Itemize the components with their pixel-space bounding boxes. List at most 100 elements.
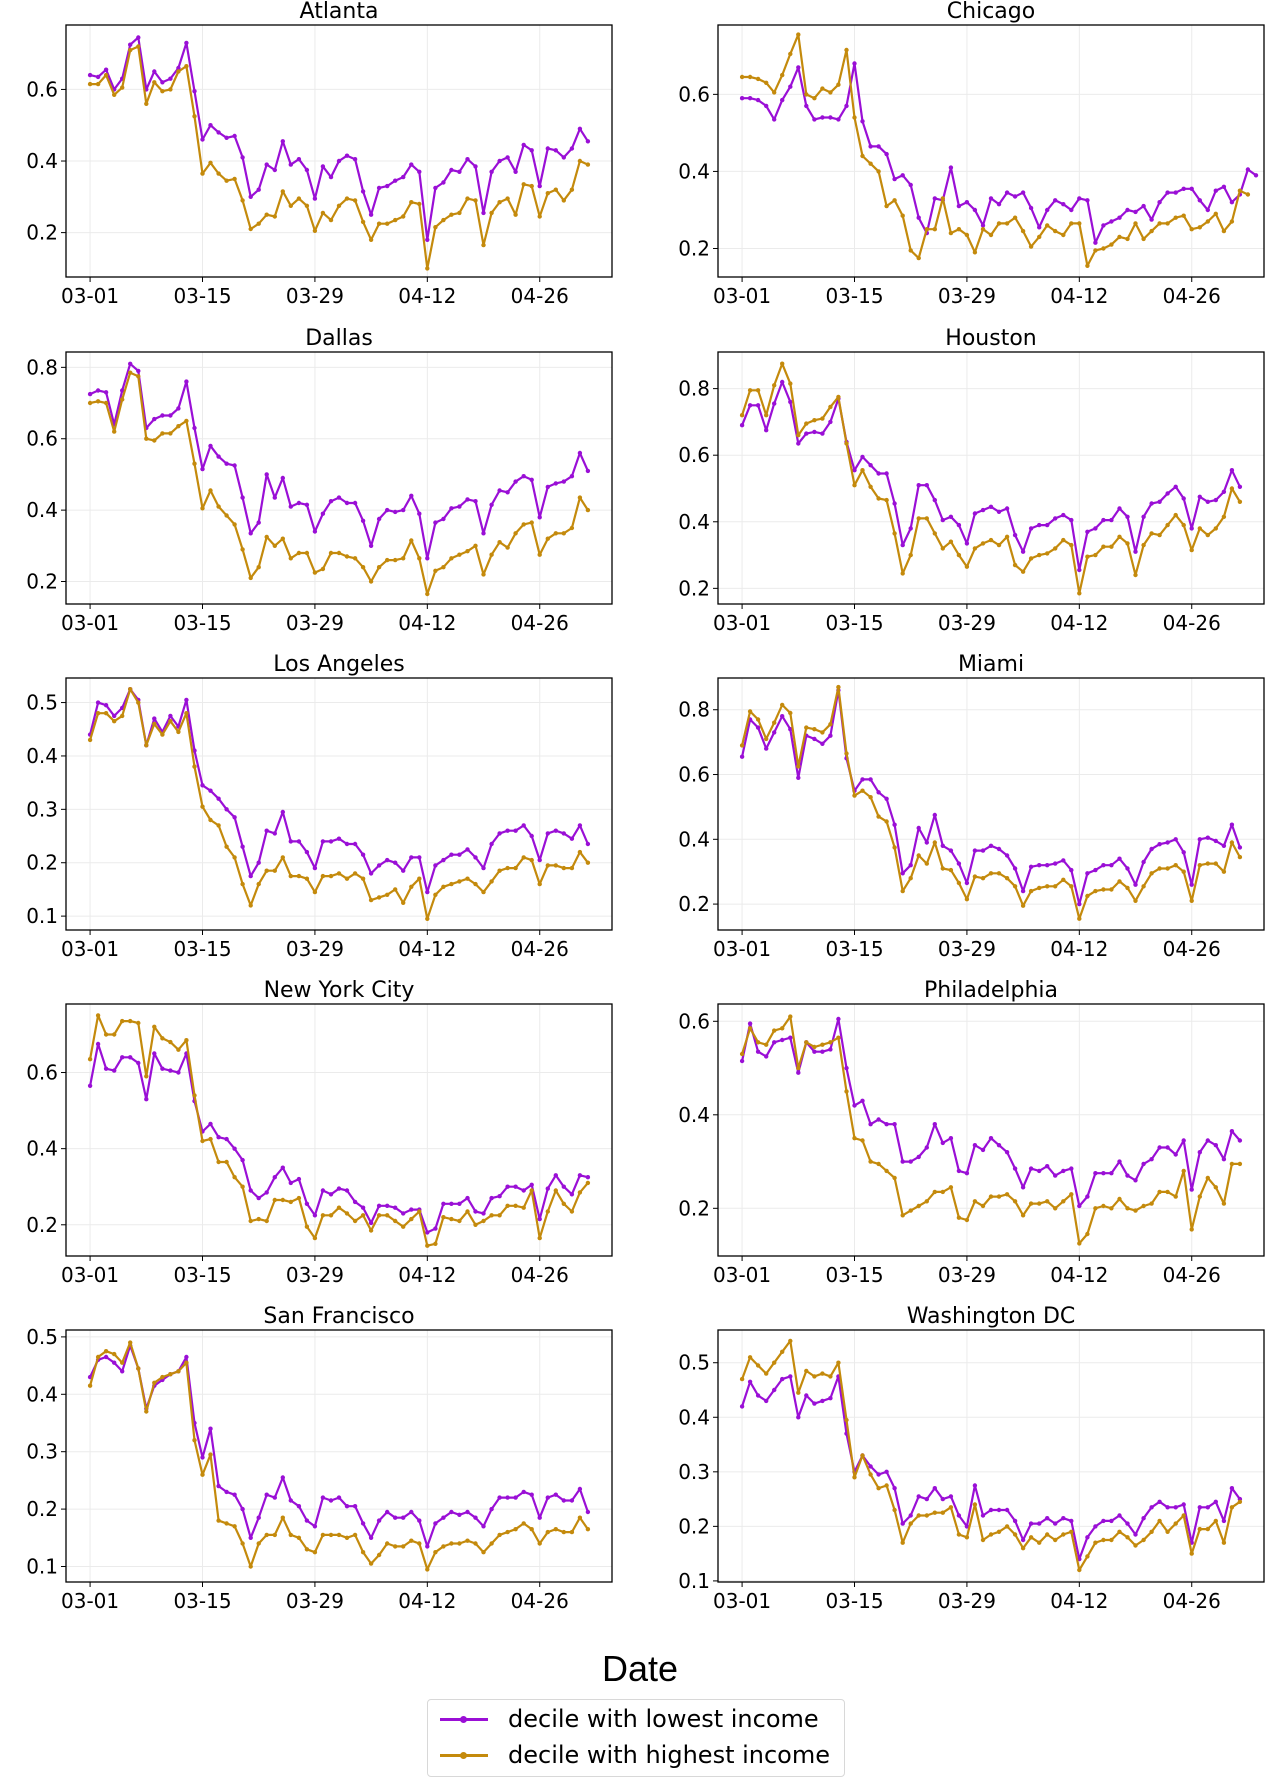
data-point-high: [1101, 1203, 1106, 1209]
data-point-low: [924, 483, 929, 488]
data-point-low: [376, 185, 382, 191]
data-point-high: [812, 1044, 817, 1050]
data-point-high: [812, 418, 817, 423]
data-point-low: [280, 475, 285, 481]
data-point-high: [828, 1040, 833, 1045]
x-tick-label: 04-12: [398, 937, 456, 961]
data-point-low: [1133, 549, 1138, 554]
data-point-high: [360, 219, 366, 225]
x-tick-label: 04-12: [1050, 1589, 1108, 1613]
data-point-high: [747, 388, 753, 393]
y-tick-label: 0.2: [678, 236, 710, 260]
data-point-low: [1053, 1521, 1058, 1526]
data-point-high: [884, 497, 889, 503]
data-point-high: [940, 546, 945, 551]
data-point-low: [1061, 202, 1066, 207]
data-point-low: [449, 1509, 454, 1515]
data-point-low: [1045, 863, 1050, 868]
y-tick-label: 0.2: [678, 1514, 710, 1538]
x-tick-label: 04-12: [1050, 937, 1108, 961]
data-point-low: [537, 1216, 542, 1222]
data-point-low: [312, 1524, 318, 1529]
data-point-high: [836, 684, 841, 690]
data-point-high: [352, 198, 358, 203]
data-point-low: [884, 471, 889, 476]
data-point-low: [136, 35, 141, 40]
data-point-low: [964, 1171, 970, 1176]
data-point-high: [796, 764, 801, 769]
data-point-high: [393, 1544, 398, 1549]
data-point-low: [812, 1401, 817, 1406]
data-point-low: [248, 194, 253, 199]
data-point-low: [796, 65, 801, 70]
data-point-high: [288, 203, 293, 208]
data-point-low: [288, 1498, 293, 1503]
data-point-low: [529, 477, 534, 482]
data-point-low: [940, 1496, 945, 1502]
data-point-low: [900, 542, 905, 548]
data-point-high: [457, 210, 462, 216]
data-point-low: [1165, 1505, 1170, 1510]
data-point-low: [360, 852, 366, 857]
data-point-low: [352, 157, 358, 162]
data-point-low: [1181, 1502, 1186, 1507]
data-point-high: [537, 1235, 542, 1241]
data-point-high: [1077, 1567, 1082, 1573]
data-point-high: [240, 547, 245, 552]
data-point-low: [184, 697, 189, 703]
data-point-low: [352, 500, 358, 506]
data-point-high: [828, 1374, 833, 1379]
legend-line-marker-icon: [440, 1751, 488, 1759]
data-point-low: [932, 1122, 937, 1127]
data-point-low: [804, 1393, 809, 1398]
data-point-high: [860, 468, 865, 473]
data-point-high: [972, 874, 978, 879]
data-point-high: [585, 507, 591, 513]
data-point-low: [513, 1495, 518, 1500]
data-point-low: [497, 1194, 502, 1199]
data-point-high: [1237, 854, 1243, 860]
data-point-high: [747, 1355, 753, 1360]
series-line-low: [741, 1375, 1241, 1561]
data-point-high: [385, 1213, 390, 1218]
data-point-low: [401, 1211, 406, 1216]
data-point-low: [1149, 846, 1154, 852]
y-tick-label: 0.6: [678, 763, 710, 787]
data-point-high: [328, 550, 334, 556]
data-point-high: [1157, 866, 1162, 871]
data-point-low: [828, 1396, 833, 1401]
data-point-low: [449, 506, 454, 511]
data-point-high: [908, 248, 913, 253]
data-point-high: [288, 1199, 293, 1205]
data-point-high: [739, 74, 745, 80]
panel-title: New York City: [264, 978, 415, 1003]
data-point-low: [1109, 1518, 1114, 1524]
data-point-high: [103, 1032, 109, 1037]
data-point-high: [739, 413, 745, 418]
data-point-high: [120, 1360, 125, 1365]
data-point-low: [192, 89, 197, 94]
data-point-high: [924, 1513, 929, 1518]
data-point-low: [796, 441, 801, 446]
data-point-low: [988, 843, 994, 848]
data-point-high: [1157, 532, 1162, 538]
data-point-low: [964, 1524, 970, 1529]
data-point-high: [964, 897, 970, 902]
data-point-high: [852, 793, 857, 798]
data-point-high: [1045, 551, 1050, 556]
data-point-high: [988, 537, 994, 543]
data-point-low: [980, 507, 986, 513]
data-point-low: [804, 431, 809, 436]
data-point-high: [569, 1529, 575, 1535]
data-point-high: [376, 1213, 382, 1218]
y-tick-label: 0.6: [678, 1009, 710, 1033]
data-point-high: [208, 1136, 213, 1142]
data-point-low: [577, 1486, 583, 1492]
data-point-high: [1229, 840, 1235, 845]
data-point-low: [497, 488, 502, 493]
data-point-high: [200, 804, 205, 809]
data-point-high: [1004, 1524, 1010, 1529]
data-point-low: [409, 493, 414, 498]
data-point-high: [441, 1215, 446, 1220]
data-point-low: [1197, 198, 1203, 203]
